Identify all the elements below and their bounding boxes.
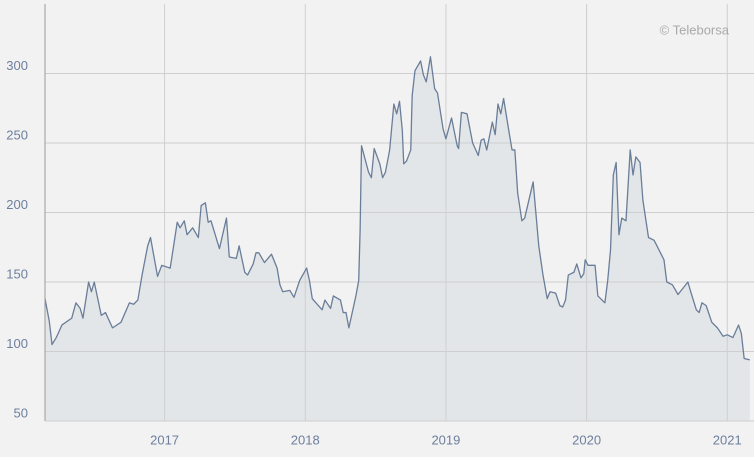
area (45, 56, 750, 421)
y-tick-label: 250 (6, 127, 28, 142)
x-tick-label: 2020 (572, 432, 601, 447)
x-tick-label: 2021 (713, 432, 742, 447)
y-tick-label: 200 (6, 197, 28, 212)
y-tick-label: 300 (6, 58, 28, 73)
y-tick-label: 150 (6, 266, 28, 281)
x-tick-label: 2017 (150, 432, 179, 447)
y-tick-label: 50 (14, 405, 28, 420)
line (44, 56, 750, 361)
x-tick-label: 2019 (431, 432, 460, 447)
x-tick-label: 2018 (291, 432, 320, 447)
y-tick-label: 100 (6, 336, 28, 351)
watermark: © Teleborsa (660, 22, 730, 37)
